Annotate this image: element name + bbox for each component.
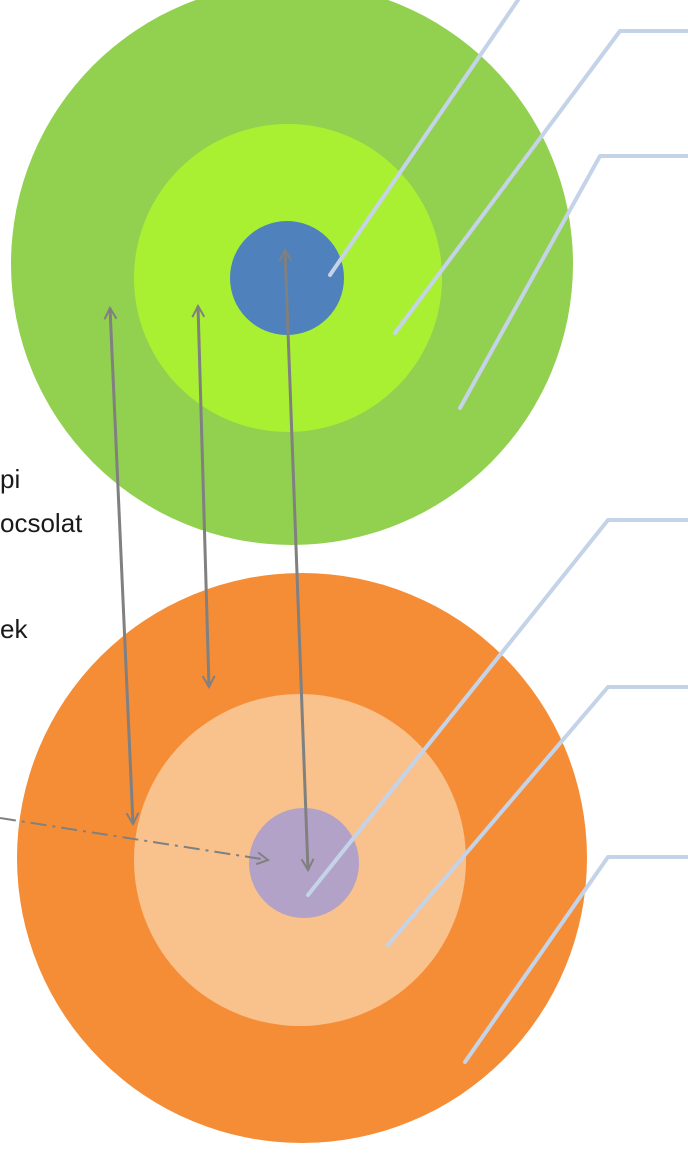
correspondence-arrows bbox=[110, 250, 308, 870]
arrow-middle-layers bbox=[198, 306, 209, 687]
bottom-callout-lines bbox=[306, 518, 688, 1064]
left-text-fragment-2: ocsolat bbox=[0, 508, 83, 538]
arrow-outer-layers bbox=[110, 308, 133, 824]
arrow-core-layers bbox=[285, 250, 308, 870]
dashdot-pointer-arrow bbox=[0, 817, 268, 860]
left-text-fragment-1: pi bbox=[0, 464, 21, 494]
callout-line-top-middle bbox=[393, 29, 688, 335]
top-callout-lines bbox=[328, 0, 688, 410]
left-text-fragment-3: ek bbox=[0, 614, 28, 644]
callout-line-top-outer bbox=[458, 154, 688, 410]
bottom-circle-group bbox=[17, 573, 587, 1143]
callout-line-top-inner bbox=[328, 0, 520, 277]
callout-line-bottom-inner bbox=[306, 518, 688, 897]
bottom-inner-core bbox=[249, 808, 359, 918]
callout-line-bottom-outer bbox=[463, 855, 688, 1064]
callout-line-bottom-middle bbox=[386, 685, 688, 947]
